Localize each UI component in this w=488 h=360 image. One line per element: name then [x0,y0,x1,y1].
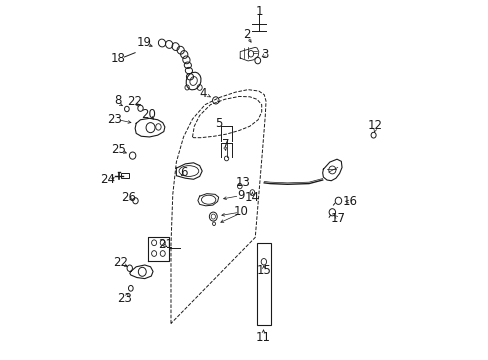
Text: 16: 16 [342,195,357,208]
Text: 17: 17 [330,212,345,225]
Bar [121,173,128,178]
Text: 15: 15 [256,264,271,277]
Text: 9: 9 [237,189,244,202]
Text: 21: 21 [158,238,173,251]
Text: 26: 26 [122,192,136,204]
Text: 14: 14 [244,192,259,204]
Text: 3: 3 [261,48,268,61]
Text: 18: 18 [111,51,125,64]
Text: 10: 10 [233,205,248,218]
Text: 25: 25 [111,143,125,156]
Text: 1: 1 [256,5,263,18]
Text: 24: 24 [100,173,115,186]
Text: 23: 23 [107,113,122,126]
Text: 22: 22 [127,95,142,108]
Text: 7: 7 [221,138,229,151]
Text: 5: 5 [214,117,222,130]
Text: 11: 11 [256,330,270,343]
Text: 6: 6 [180,166,187,179]
Text: 12: 12 [367,119,382,132]
Text: 22: 22 [113,256,128,269]
Text: 23: 23 [117,292,132,305]
Text: 20: 20 [141,108,156,121]
Text: 4: 4 [199,87,206,100]
Text: 2: 2 [243,28,251,41]
Text: 19: 19 [136,36,151,49]
Text: 8: 8 [114,94,122,107]
Text: 13: 13 [235,176,250,189]
Bar [257,243,270,325]
